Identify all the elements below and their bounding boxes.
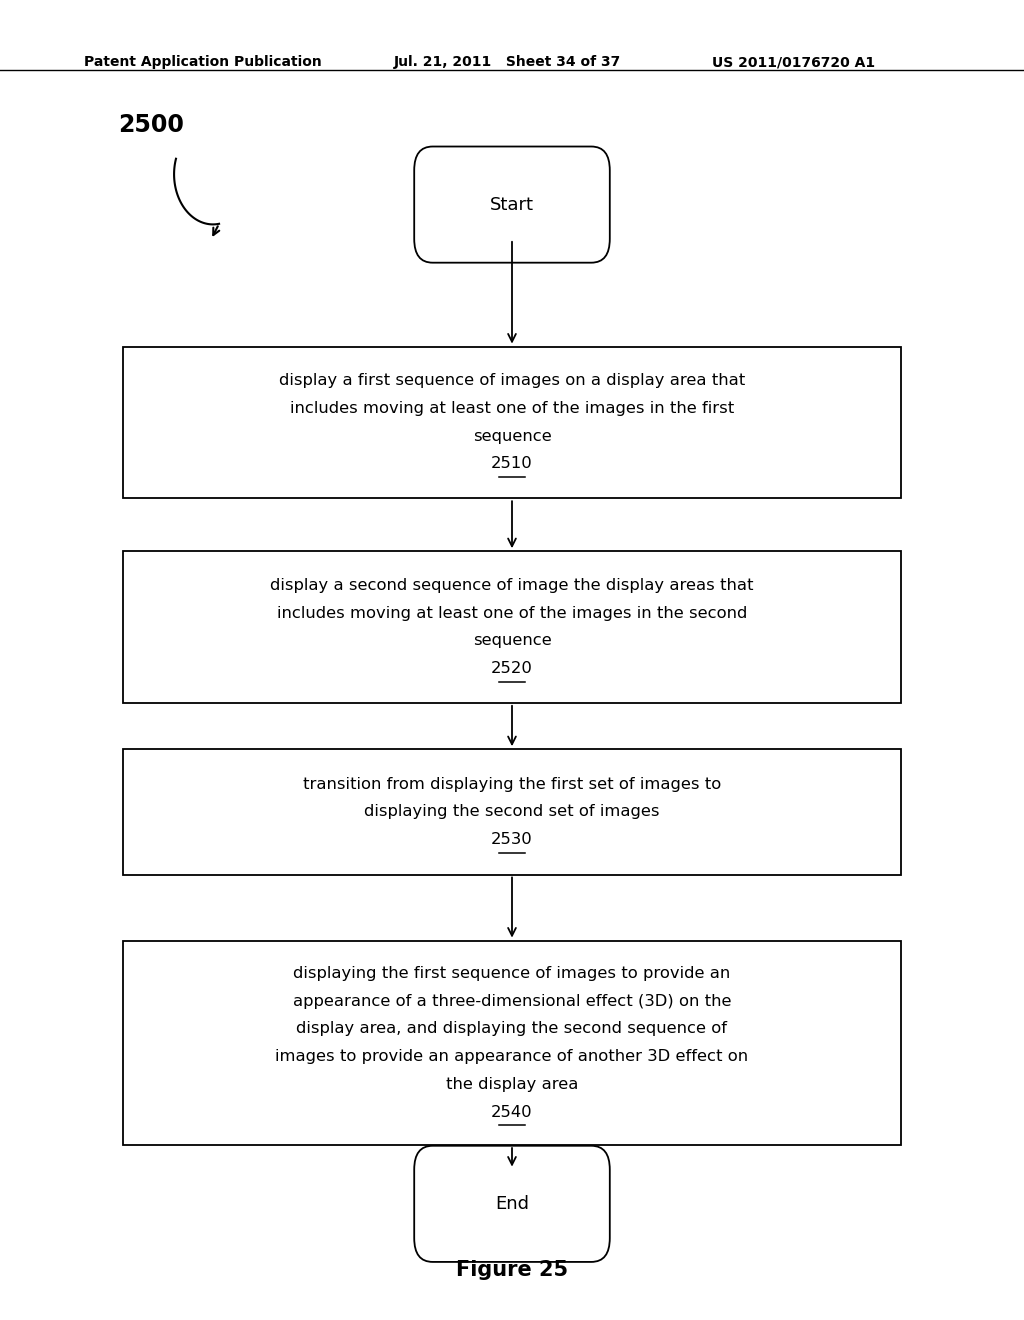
Bar (123, 750, 901, 874)
Text: Patent Application Publication: Patent Application Publication (84, 55, 322, 70)
Text: displaying the second set of images: displaying the second set of images (365, 804, 659, 820)
Text: Start: Start (490, 195, 534, 214)
Text: appearance of a three-dimensional effect (3D) on the: appearance of a three-dimensional effect… (293, 994, 731, 1008)
Text: display a first sequence of images on a display area that: display a first sequence of images on a … (279, 374, 745, 388)
Text: End: End (495, 1195, 529, 1213)
Text: includes moving at least one of the images in the second: includes moving at least one of the imag… (276, 606, 748, 620)
Text: display a second sequence of image the display areas that: display a second sequence of image the d… (270, 578, 754, 593)
FancyBboxPatch shape (414, 1146, 609, 1262)
Text: the display area: the display area (445, 1077, 579, 1092)
Text: display area, and displaying the second sequence of: display area, and displaying the second … (297, 1022, 727, 1036)
Text: 2530: 2530 (492, 832, 532, 847)
Text: 2510: 2510 (492, 457, 532, 471)
Text: 2520: 2520 (492, 661, 532, 676)
Text: 2540: 2540 (492, 1105, 532, 1119)
Text: Jul. 21, 2011   Sheet 34 of 37: Jul. 21, 2011 Sheet 34 of 37 (394, 55, 622, 70)
Text: Figure 25: Figure 25 (456, 1259, 568, 1280)
Text: US 2011/0176720 A1: US 2011/0176720 A1 (712, 55, 874, 70)
Text: displaying the first sequence of images to provide an: displaying the first sequence of images … (293, 966, 731, 981)
Text: transition from displaying the first set of images to: transition from displaying the first set… (303, 776, 721, 792)
Text: sequence: sequence (473, 429, 551, 444)
Bar (123, 940, 901, 1144)
FancyBboxPatch shape (414, 147, 609, 263)
Text: includes moving at least one of the images in the first: includes moving at least one of the imag… (290, 401, 734, 416)
Text: sequence: sequence (473, 634, 551, 648)
Text: 2500: 2500 (118, 114, 183, 137)
Bar (123, 346, 901, 498)
Bar (123, 552, 901, 702)
Text: images to provide an appearance of another 3D effect on: images to provide an appearance of anoth… (275, 1049, 749, 1064)
